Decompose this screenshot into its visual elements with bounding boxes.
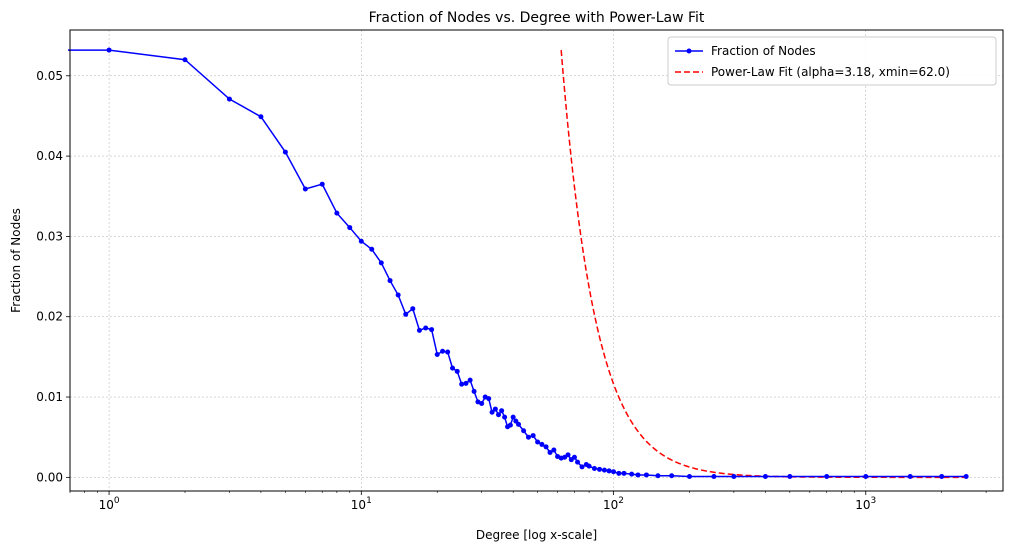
data-point (686, 474, 692, 480)
data-point (510, 414, 516, 420)
data-point (521, 428, 527, 434)
chart-title: Fraction of Nodes vs. Degree with Power-… (369, 10, 705, 26)
data-point (450, 365, 456, 371)
data-point (551, 447, 557, 453)
ticks: 0.00 0.01 0.02 0.03 0.04 0.05 100 101 102 103 (36, 69, 987, 512)
data-point (496, 412, 502, 418)
data-point (525, 434, 531, 440)
data-point (539, 441, 545, 447)
data-point (547, 449, 553, 455)
data-point (395, 292, 401, 298)
data-point (575, 459, 581, 465)
data-point (489, 409, 495, 415)
data-point (939, 474, 945, 480)
data-point (611, 469, 617, 475)
data-point (629, 471, 635, 477)
data-point (319, 181, 325, 187)
data-point (302, 186, 308, 192)
y-tick-label: 0.02 (36, 310, 63, 324)
data-point (486, 396, 492, 402)
data-point (621, 470, 627, 476)
x-tick-label: 101 (351, 496, 372, 512)
legend-label-fraction: Fraction of Nodes (711, 44, 816, 58)
data-point (601, 467, 607, 473)
data-point (258, 114, 264, 120)
legend: Fraction of Nodes Power-Law Fit (alpha=3… (667, 36, 997, 86)
y-tick-label: 0.04 (36, 149, 63, 163)
data-point (416, 327, 422, 333)
data-point (535, 439, 541, 445)
data-point (591, 466, 597, 472)
plot-frame (69, 29, 1004, 492)
y-axis-title: Fraction of Nodes (9, 208, 23, 313)
data-point (471, 388, 477, 394)
data-point (502, 414, 508, 420)
data-point (530, 433, 536, 439)
powerlaw-fit-line (560, 50, 967, 479)
data-point (543, 444, 549, 450)
data-point (597, 466, 603, 472)
data-point (182, 57, 188, 63)
data-point (571, 454, 577, 460)
x-tick-label: 103 (855, 496, 876, 512)
y-tick-label: 0.00 (36, 470, 63, 484)
data-point (643, 472, 649, 478)
x-tick-label: 100 (99, 496, 120, 512)
data-point (434, 351, 440, 357)
y-tick-label: 0.01 (36, 390, 63, 404)
data-point (499, 408, 505, 414)
data-point (616, 470, 622, 476)
data-point (378, 260, 384, 266)
data-point (423, 325, 429, 331)
data-point (635, 472, 641, 478)
data-point (907, 474, 913, 480)
data-point (492, 406, 498, 412)
data-point (479, 400, 485, 406)
data-point (387, 278, 393, 284)
data-point (655, 473, 661, 479)
data-point (507, 422, 513, 428)
legend-box (667, 36, 997, 86)
data-point (282, 149, 288, 155)
data-point (731, 474, 737, 480)
data-point (403, 311, 409, 317)
data-point (606, 468, 612, 474)
y-tick-label: 0.05 (36, 69, 63, 83)
series-layer (68, 47, 969, 480)
data-point (467, 377, 473, 383)
data-point (358, 238, 364, 244)
data-point (824, 474, 830, 480)
data-point (669, 473, 675, 479)
data-point (787, 474, 793, 480)
x-axis-title: Degree [log x-scale] (476, 528, 597, 542)
data-point (440, 348, 446, 354)
data-point (586, 463, 592, 469)
data-point (106, 47, 112, 53)
data-point (334, 210, 340, 216)
data-point (565, 452, 571, 458)
data-point (711, 474, 717, 480)
data-point (226, 96, 232, 102)
data-point (454, 368, 460, 374)
data-point (762, 474, 768, 480)
data-point (429, 327, 435, 333)
x-tick-label: 102 (603, 496, 624, 512)
data-point (463, 380, 469, 386)
y-tick-label: 0.03 (36, 229, 63, 243)
data-point (459, 381, 465, 387)
data-point (410, 306, 416, 312)
legend-marker-fraction (686, 48, 692, 54)
data-point (369, 246, 375, 252)
grid (70, 30, 1003, 491)
data-point (863, 474, 869, 480)
fraction-of-nodes-line (68, 49, 967, 478)
legend-label-powerlaw: Power-Law Fit (alpha=3.18, xmin=62.0) (711, 65, 950, 79)
data-point (347, 225, 353, 231)
data-point (579, 464, 585, 470)
data-point (963, 474, 969, 480)
data-point (445, 349, 451, 355)
data-point (516, 421, 522, 427)
